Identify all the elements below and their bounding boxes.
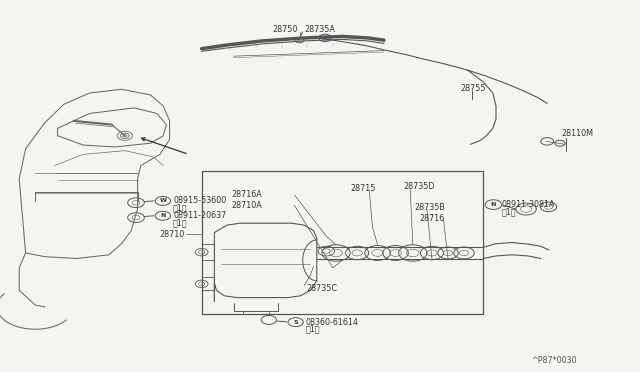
Text: （1）: （1） xyxy=(173,203,188,212)
Text: 28710: 28710 xyxy=(159,230,184,239)
Text: 28715: 28715 xyxy=(350,185,376,193)
Text: N: N xyxy=(491,202,496,207)
Text: 28710A: 28710A xyxy=(232,201,262,210)
Text: 28110M: 28110M xyxy=(561,129,593,138)
Text: 28716A: 28716A xyxy=(232,190,262,199)
Text: S: S xyxy=(293,320,298,325)
Text: 08911-3081A: 08911-3081A xyxy=(502,200,556,209)
Text: （1）: （1） xyxy=(306,324,321,333)
Text: 28750: 28750 xyxy=(272,25,298,33)
Text: 08915-53600: 08915-53600 xyxy=(173,196,227,205)
Text: （1）: （1） xyxy=(173,218,188,227)
Text: 28755: 28755 xyxy=(461,84,486,93)
Text: 28735C: 28735C xyxy=(306,284,337,293)
Text: 28735A: 28735A xyxy=(305,25,335,34)
Text: 28735D: 28735D xyxy=(403,182,435,191)
Text: ^P87*0030: ^P87*0030 xyxy=(531,356,577,365)
Text: N: N xyxy=(160,213,166,218)
Text: 08911-20637: 08911-20637 xyxy=(173,211,227,220)
Text: （1）: （1） xyxy=(502,207,516,216)
Text: W: W xyxy=(159,198,166,203)
Text: 08360-61614: 08360-61614 xyxy=(306,318,359,327)
Bar xyxy=(202,171,483,314)
Text: 28716: 28716 xyxy=(419,214,444,223)
Text: 28735B: 28735B xyxy=(415,203,445,212)
